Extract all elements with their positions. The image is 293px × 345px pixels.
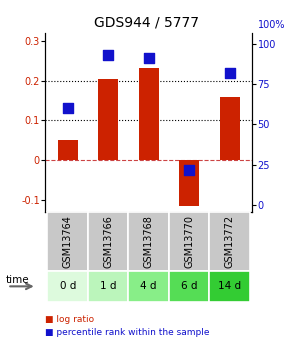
Bar xyxy=(88,271,128,302)
Bar xyxy=(139,68,159,160)
Text: GSM13770: GSM13770 xyxy=(184,215,194,268)
Text: 14 d: 14 d xyxy=(218,282,241,291)
Text: 4 d: 4 d xyxy=(140,282,157,291)
Point xyxy=(227,70,232,76)
Text: 6 d: 6 d xyxy=(181,282,197,291)
Bar xyxy=(128,212,169,271)
Bar xyxy=(98,79,118,160)
Text: 100%: 100% xyxy=(258,20,285,30)
Bar xyxy=(169,212,209,271)
Point xyxy=(187,167,192,172)
Text: GSM13768: GSM13768 xyxy=(144,215,154,268)
Bar xyxy=(209,212,250,271)
Text: time: time xyxy=(6,275,30,285)
Bar xyxy=(88,212,128,271)
Bar xyxy=(209,271,250,302)
Text: GSM13766: GSM13766 xyxy=(103,215,113,268)
Bar xyxy=(57,140,78,160)
Point xyxy=(146,55,151,61)
Point xyxy=(106,52,110,58)
Bar xyxy=(169,271,209,302)
Point xyxy=(65,106,70,111)
Text: GSM13772: GSM13772 xyxy=(225,215,235,268)
Bar xyxy=(47,271,88,302)
Text: ■ percentile rank within the sample: ■ percentile rank within the sample xyxy=(45,328,210,337)
Text: 1 d: 1 d xyxy=(100,282,116,291)
Text: GDS944 / 5777: GDS944 / 5777 xyxy=(94,16,199,30)
Bar xyxy=(47,212,88,271)
Text: ■ log ratio: ■ log ratio xyxy=(45,315,95,324)
Text: GSM13764: GSM13764 xyxy=(63,215,73,268)
Bar xyxy=(219,97,240,160)
Text: 0 d: 0 d xyxy=(59,282,76,291)
Bar xyxy=(128,271,169,302)
Bar xyxy=(179,160,199,206)
